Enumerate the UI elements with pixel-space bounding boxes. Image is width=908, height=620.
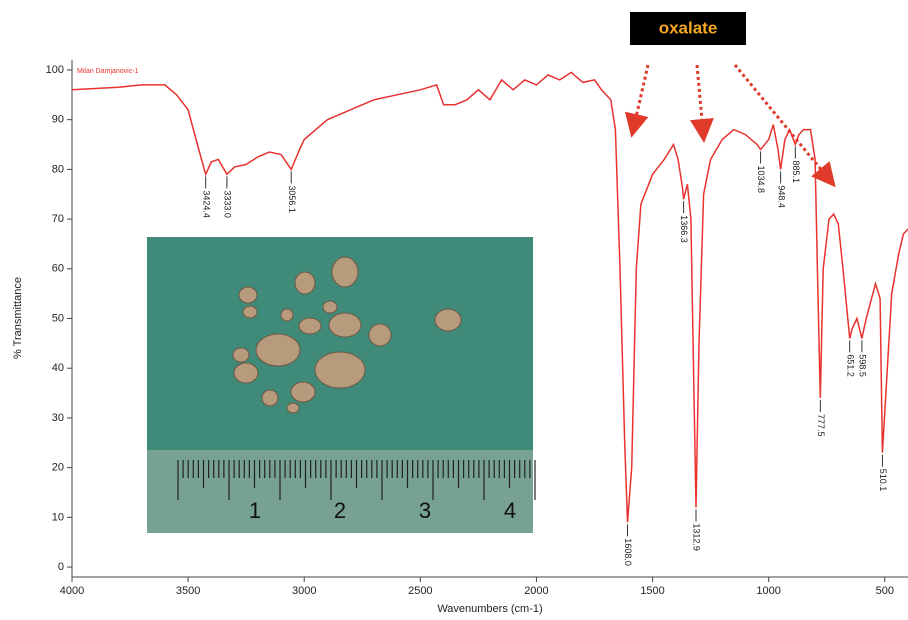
peak-label: 3424.4 (201, 190, 211, 218)
x-tick-label: 2000 (524, 585, 548, 597)
inset-photo (147, 237, 535, 533)
chart: oxalate Milan Damjanovic-1 Wavenumbers (… (0, 0, 908, 620)
y-tick-label: 50 (52, 312, 64, 324)
x-tick-label: 3000 (292, 585, 316, 597)
y-axis-title: % Transmittance (12, 277, 24, 359)
peak-label: 3056.1 (287, 185, 297, 213)
peak-label: 510.1 (878, 469, 888, 492)
peak-label: 651.2 (845, 354, 855, 377)
y-tick-label: 20 (52, 462, 64, 474)
ruler-label: 3 (419, 498, 431, 523)
y-tick-label: 0 (58, 561, 64, 573)
peak-label: 598.5 (858, 354, 868, 377)
ruler-label: 4 (504, 498, 516, 523)
y-tick-label: 70 (52, 213, 64, 225)
peak-label: 948.4 (776, 185, 786, 208)
x-tick-label: 500 (876, 585, 894, 597)
y-tick-label: 80 (52, 163, 64, 175)
y-tick-label: 10 (52, 511, 64, 523)
y-tick-label: 40 (52, 362, 64, 374)
peak-label: 777.5 (816, 414, 826, 437)
y-tick-label: 90 (52, 114, 64, 126)
x-tick-label: 2500 (408, 585, 432, 597)
x-tick-label: 3500 (176, 585, 200, 597)
y-tick-label: 100 (46, 64, 64, 76)
x-tick-label: 4000 (60, 585, 84, 597)
peak-label: 1366.3 (679, 215, 689, 243)
x-tick-label: 1500 (640, 585, 664, 597)
series-label: Milan Damjanovic-1 (77, 68, 139, 75)
peak-label: 1034.8 (756, 165, 766, 193)
peak-label: 1608.0 (623, 538, 633, 566)
x-tick-label: 1000 (756, 585, 780, 597)
peak-label: 885.1 (791, 161, 801, 184)
annotation: oxalate (659, 18, 718, 37)
y-tick-label: 60 (52, 263, 64, 275)
peak-label: 3333.0 (223, 190, 233, 218)
x-axis-title: Wavenumbers (cm-1) (437, 603, 542, 615)
ruler-label: 2 (334, 498, 346, 523)
ruler-label: 1 (249, 498, 261, 523)
y-tick-label: 30 (52, 412, 64, 424)
peak-label: 1312.9 (692, 523, 702, 551)
